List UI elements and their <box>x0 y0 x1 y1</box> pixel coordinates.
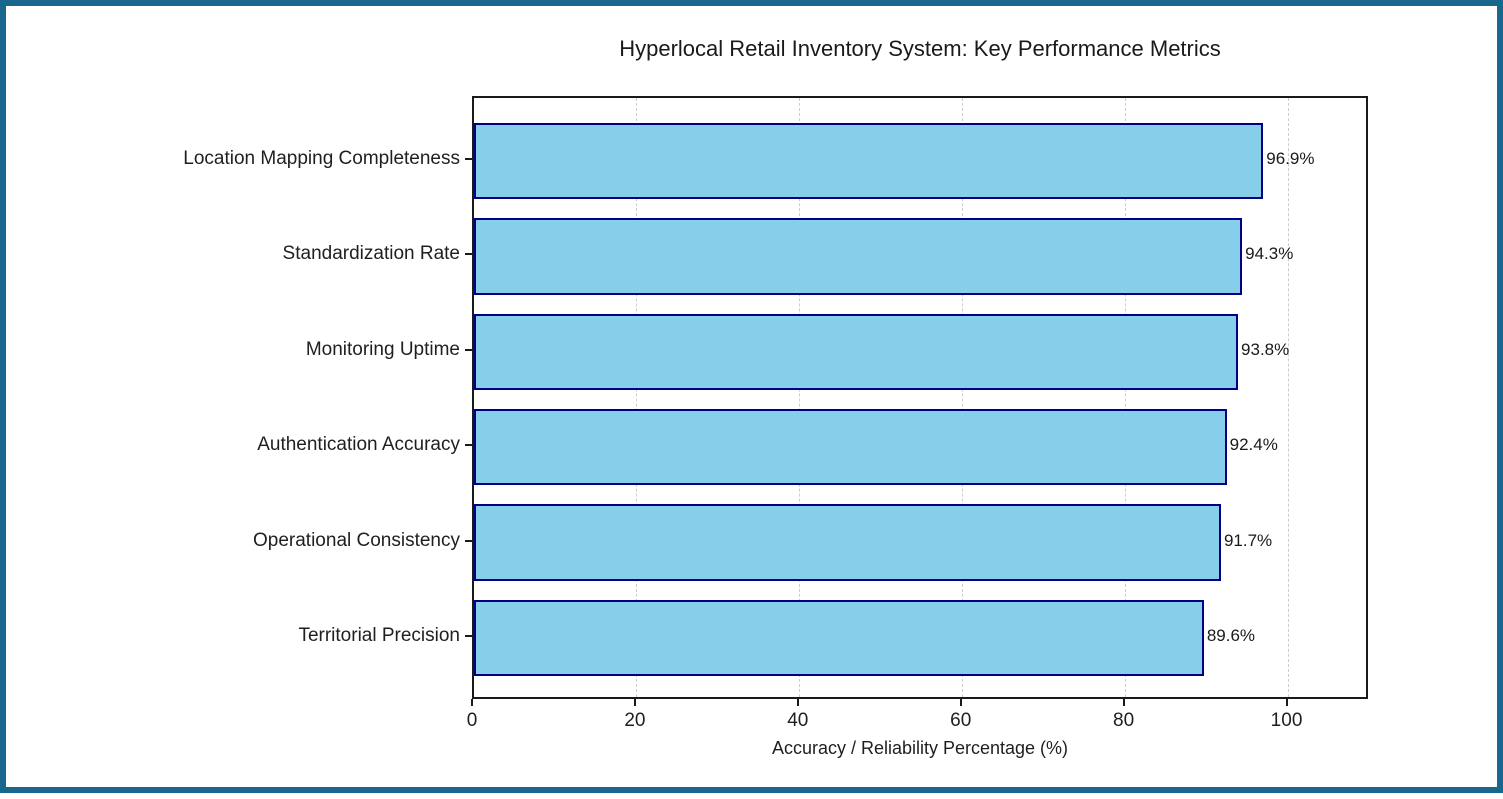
gridline <box>1287 98 1289 697</box>
y-axis-category-label: Authentication Accuracy <box>257 434 460 456</box>
y-axis-labels: Location Mapping Completeness Standardiza… <box>6 96 460 699</box>
plot-area <box>472 96 1368 699</box>
x-axis-tick-label: 100 <box>1270 710 1303 731</box>
y-axis-tick <box>465 348 472 351</box>
chart-title: Hyperlocal Retail Inventory System: Key … <box>619 36 1221 61</box>
x-axis-tick <box>959 699 962 706</box>
y-axis-tick <box>465 253 472 256</box>
gridline <box>1124 98 1126 697</box>
x-axis-tick <box>1285 699 1288 706</box>
bar <box>474 504 1221 581</box>
x-axis-tick-label: 0 <box>466 710 478 731</box>
y-axis-tick <box>465 444 472 447</box>
gridline <box>798 98 800 697</box>
bar-value-label: 89.6% <box>1206 625 1256 645</box>
x-axis-tick <box>471 699 473 706</box>
y-axis-tick <box>465 634 472 637</box>
bar-chart: Hyperlocal Retail Inventory System: Key … <box>6 6 1503 799</box>
bar-value-label: 94.3% <box>1245 244 1294 264</box>
gridline <box>635 98 637 697</box>
bar-value-label: 91.7% <box>1223 530 1273 550</box>
y-axis-category-label: Location Mapping Completeness <box>183 148 460 170</box>
bar <box>474 409 1227 486</box>
y-axis-tick <box>465 158 472 161</box>
y-axis-tick <box>465 539 472 542</box>
x-axis-tick <box>796 699 799 706</box>
bar <box>474 599 1204 676</box>
bar <box>474 313 1239 390</box>
bar <box>474 123 1264 200</box>
x-axis-tick-label: 60 <box>950 710 972 731</box>
y-axis-category-label: Operational Consistency <box>253 529 460 551</box>
x-axis-tick <box>633 699 636 706</box>
bar-value-label: 93.8% <box>1241 339 1290 359</box>
x-axis-tick-label: 40 <box>787 710 809 731</box>
bar-value-label: 96.9% <box>1266 149 1315 169</box>
bar <box>474 218 1243 295</box>
x-axis-tick <box>1122 699 1125 706</box>
x-axis-tick-label: 80 <box>1113 710 1135 731</box>
y-axis-category-label: Standardization Rate <box>282 243 460 265</box>
x-axis-title: Accuracy / Reliability Percentage (%) <box>771 738 1069 758</box>
bar-value-label: 92.4% <box>1229 435 1278 455</box>
x-axis-tick-label: 20 <box>624 710 646 731</box>
y-axis-category-label: Territorial Precision <box>298 624 460 646</box>
gridline <box>961 98 963 697</box>
y-axis-category-label: Monitoring Uptime <box>305 338 460 360</box>
